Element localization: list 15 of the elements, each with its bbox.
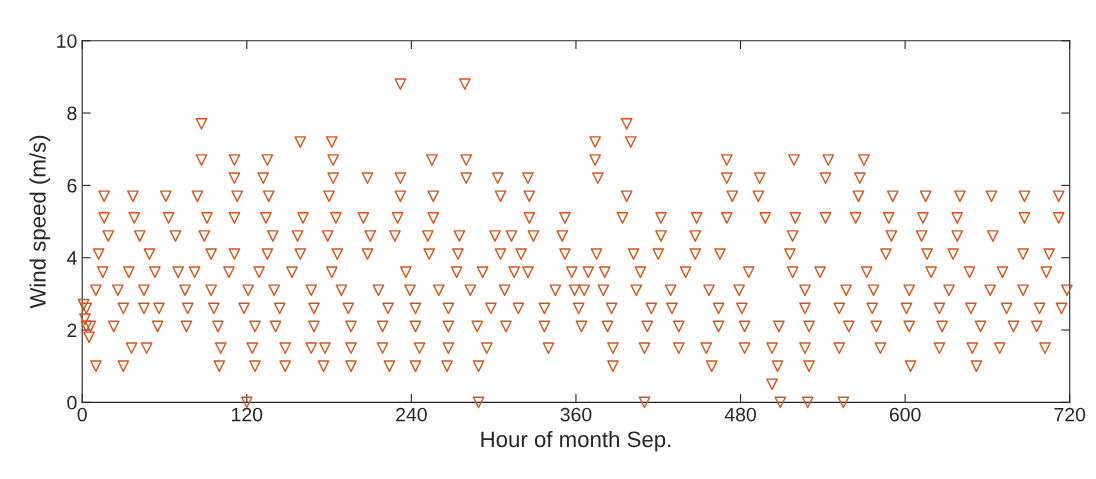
x-tick-label: 240 (396, 407, 427, 422)
x-axis-title: Hour of month Sep. (481, 430, 671, 452)
y-axis-title: Wind speed (m/s) (29, 135, 51, 309)
y-tick-label: 8 (67, 106, 77, 121)
y-tick-label: 0 (67, 395, 77, 410)
x-tick-label: 360 (560, 407, 592, 422)
x-tick-label: 120 (232, 407, 263, 422)
x-tick-label: 720 (1054, 407, 1086, 422)
x-tick-label: 480 (724, 407, 756, 422)
y-tick-label: 2 (67, 323, 77, 338)
y-tick-label: 10 (57, 34, 77, 48)
y-tick-label: 6 (67, 178, 77, 193)
y-tick-label: 4 (66, 251, 77, 265)
x-tick-label: 0 (77, 407, 87, 422)
x-tick-label: 600 (889, 407, 921, 422)
